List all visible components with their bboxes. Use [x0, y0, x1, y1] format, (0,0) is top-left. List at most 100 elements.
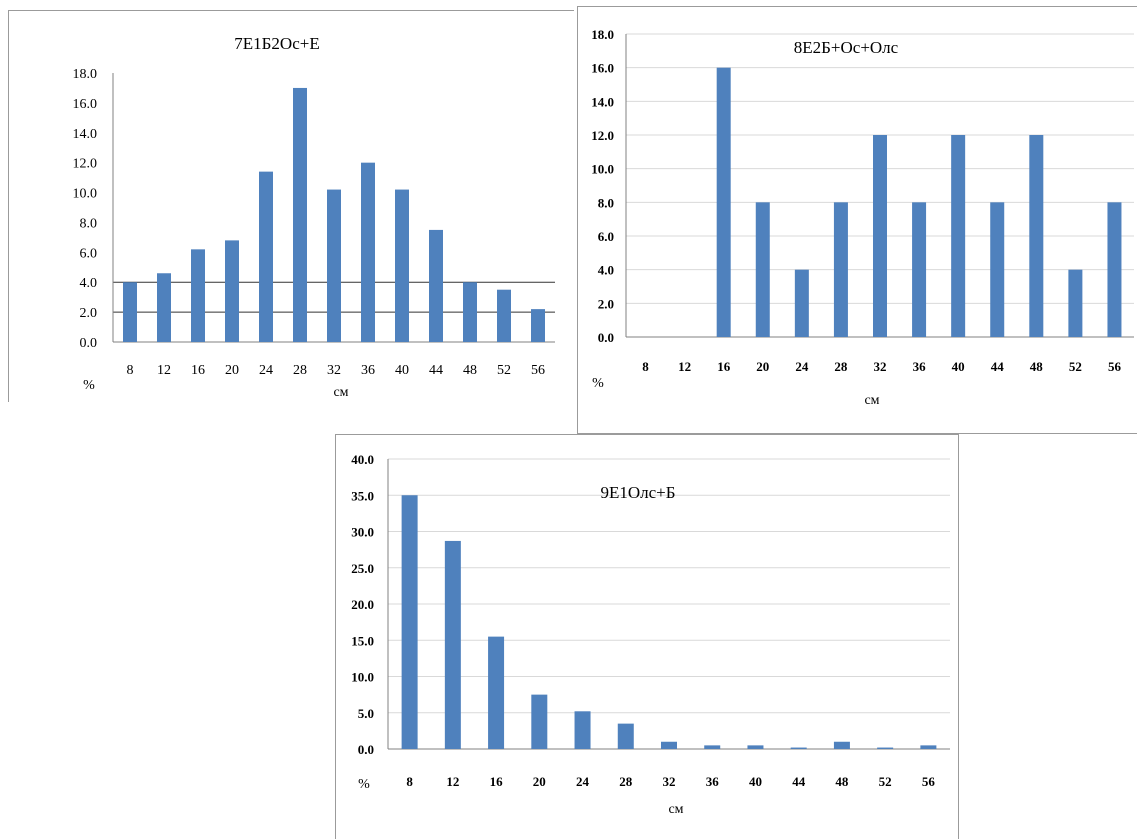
y-tick-label: 5.0 [358, 706, 374, 721]
y-tick-label: 25.0 [351, 561, 374, 576]
bar [990, 202, 1005, 337]
y-tick-label: 0.0 [358, 742, 374, 757]
x-tick-label: 12 [446, 774, 459, 789]
x-tick-label: 20 [756, 359, 769, 374]
bar [395, 189, 409, 342]
bar [157, 273, 171, 342]
bar [747, 745, 764, 749]
x-tick-label: 52 [879, 774, 892, 789]
x-tick-label: 16 [490, 774, 504, 789]
x-tick-label: 52 [1069, 359, 1082, 374]
x-tick-label: 32 [327, 363, 341, 378]
y-tick-label: 15.0 [351, 633, 374, 648]
x-axis-label: см [668, 802, 683, 817]
y-axis-label: % [592, 376, 604, 391]
bar [531, 694, 548, 749]
x-axis-label: см [864, 393, 879, 408]
x-tick-label: 8 [642, 359, 649, 374]
bar [790, 747, 807, 749]
x-tick-label: 8 [406, 774, 413, 789]
y-tick-label: 2.0 [80, 306, 98, 321]
chart-title: 7Е1Б2Ос+Е [234, 34, 319, 53]
bar [873, 135, 887, 337]
bar-chart-9e1ols-b: 0.0 5.0 10.0 15.0 20.0 25.0 30.0 35.0 40.0 8 12 16 2… [351, 452, 950, 817]
y-tick-label: 0.0 [598, 330, 614, 345]
y-tick-label: 16.0 [591, 61, 614, 76]
y-tick-label: 8.0 [80, 216, 98, 231]
x-tick-label: 16 [191, 363, 205, 378]
y-tick-label: 14.0 [591, 94, 614, 109]
x-tick-label: 8 [127, 363, 134, 378]
bar [617, 723, 634, 749]
bar [1068, 269, 1083, 337]
x-tick-label: 52 [497, 363, 511, 378]
x-tick-label: 32 [874, 359, 887, 374]
x-tick-label: 40 [952, 359, 965, 374]
x-tick-label: 44 [991, 359, 1005, 374]
x-tick-label: 36 [361, 363, 375, 378]
y-tick-label: 6.0 [598, 229, 614, 244]
bar [833, 741, 850, 749]
bar [123, 282, 137, 342]
bar [497, 289, 511, 342]
bar-chart-8e2b-os-ols: 0.0 2.0 4.0 6.0 8.0 10.0 12.0 14.0 16.0 18.0 8 12 16… [591, 27, 1134, 408]
x-tick-label: 24 [795, 359, 809, 374]
x-tick-label: 12 [157, 363, 171, 378]
bar [293, 87, 307, 342]
bar [833, 202, 848, 337]
bar [755, 202, 770, 337]
y-tick-label: 12.0 [73, 157, 98, 172]
y-tick-label: 12.0 [591, 128, 614, 143]
bar [429, 229, 443, 342]
bar [912, 202, 927, 337]
bar [920, 745, 937, 749]
bar [361, 162, 375, 342]
bar [463, 282, 477, 342]
x-tick-label: 12 [678, 359, 691, 374]
y-tick-label: 10.0 [73, 187, 98, 202]
x-tick-label: 48 [835, 774, 849, 789]
bar [225, 240, 239, 342]
bar [531, 309, 545, 342]
y-tick-label: 4.0 [80, 276, 98, 291]
y-tick-label: 40.0 [351, 452, 374, 467]
bar [877, 747, 894, 749]
y-axis-label: % [83, 378, 95, 393]
x-tick-label: 56 [531, 363, 545, 378]
bar [716, 67, 731, 337]
x-tick-label: 20 [225, 363, 239, 378]
chart-panel-bottom: 0.0 5.0 10.0 15.0 20.0 25.0 30.0 35.0 40.0 8 12 16 2… [335, 434, 959, 839]
bar [259, 171, 273, 342]
x-tick-label: 36 [706, 774, 720, 789]
bar [661, 741, 677, 749]
bar [794, 269, 809, 337]
x-tick-label: 28 [834, 359, 848, 374]
y-tick-label: 10.0 [351, 670, 374, 685]
y-tick-label: 18.0 [73, 67, 98, 82]
y-tick-label: 18.0 [591, 27, 614, 42]
bar [1029, 135, 1044, 337]
chart-panel-top-left: 0.0 2.0 4.0 6.0 8.0 10.0 12.0 14.0 16.0 18.0 8 12 16… [8, 10, 574, 402]
x-tick-label: 56 [922, 774, 936, 789]
y-tick-label: 16.0 [73, 97, 98, 112]
bar [444, 540, 461, 749]
chart-panel-top-right: 0.0 2.0 4.0 6.0 8.0 10.0 12.0 14.0 16.0 18.0 8 12 16… [577, 6, 1137, 434]
y-tick-label: 14.0 [73, 127, 98, 142]
x-tick-label: 48 [1030, 359, 1044, 374]
bar [401, 495, 418, 749]
bar [574, 711, 591, 749]
x-tick-label: 16 [717, 359, 731, 374]
x-axis-label: см [333, 385, 348, 400]
y-tick-label: 35.0 [351, 488, 374, 503]
bar-chart-7e1b2os: 0.0 2.0 4.0 6.0 8.0 10.0 12.0 14.0 16.0 18.0 8 12 16… [73, 34, 555, 400]
y-axis-label: % [358, 777, 370, 792]
x-tick-label: 48 [463, 363, 477, 378]
x-tick-label: 32 [663, 774, 676, 789]
y-tick-label: 30.0 [351, 525, 374, 540]
bar [327, 189, 341, 342]
x-tick-label: 28 [293, 363, 307, 378]
bar [488, 636, 505, 749]
bar [704, 745, 721, 749]
bar [191, 249, 205, 342]
x-tick-label: 36 [913, 359, 927, 374]
